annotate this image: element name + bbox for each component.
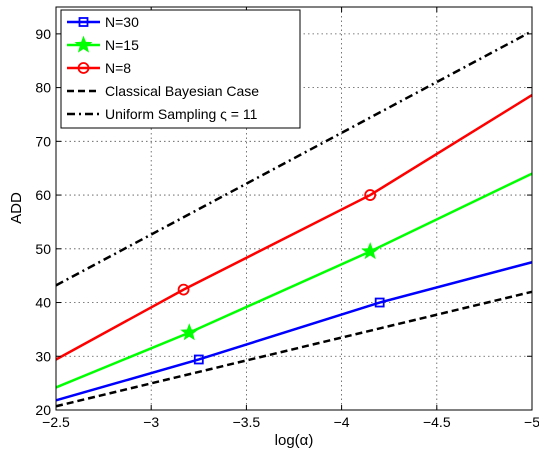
- y-tick-label: 30: [35, 348, 51, 364]
- y-tick-label: 80: [35, 80, 51, 96]
- data-point-n-8: [364, 189, 377, 201]
- data-point-n-15: [180, 323, 199, 341]
- series-line-n-30: [55, 261, 533, 402]
- data-point-n-30: [374, 297, 385, 308]
- axis-ticks: −2.5 −3 −3.5 −4 −4.5 −5 20 30 40 50 60 70 80 90: [35, 7, 539, 430]
- x-axis-label: log(α): [275, 432, 314, 449]
- y-tick-label: 70: [35, 133, 51, 149]
- legend-label-n-8: N=8: [105, 60, 131, 76]
- x-tick-label: −3.5: [233, 414, 261, 430]
- series-line-n-15: [55, 172, 533, 389]
- y-tick-label: 40: [35, 295, 51, 311]
- y-tick-label: 20: [35, 402, 51, 418]
- data-point-n-15: [361, 242, 380, 260]
- y-tick-label: 50: [35, 241, 51, 257]
- legend-marker-n-30: [78, 17, 89, 27]
- legend-label-uniform-sampling-11: Uniform Sampling ς = 11: [105, 106, 258, 122]
- y-tick-label: 60: [35, 187, 51, 203]
- x-tick-label: −2.5: [42, 414, 70, 430]
- legend: N=30 N=15 N=8 Classical Bayesian Case Unifor…: [60, 9, 301, 129]
- legend-marker-n-8: [77, 62, 90, 74]
- x-tick-label: −4.5: [423, 414, 451, 430]
- plot-area-frame: [55, 6, 533, 411]
- y-tick-label: 90: [35, 26, 51, 42]
- data-point-n-30: [193, 354, 204, 365]
- legend-label-n-30: N=30: [105, 14, 139, 30]
- x-tick-label: −5: [524, 414, 539, 430]
- legend-label-classical-bayesian-case: Classical Bayesian Case: [105, 83, 259, 99]
- legend-label-n-15: N=15: [105, 37, 139, 53]
- legend-box: [60, 9, 301, 129]
- y-axis-label: ADD: [8, 192, 25, 224]
- series-line-classical-bayesian-case: [55, 290, 533, 408]
- x-tick-label: −3: [143, 414, 159, 430]
- series-lines: [55, 30, 533, 408]
- x-tick-label: −4: [334, 414, 350, 430]
- data-point-n-8: [177, 283, 190, 296]
- series-line-n-8: [55, 94, 533, 361]
- legend-marker-n-15: [74, 35, 93, 53]
